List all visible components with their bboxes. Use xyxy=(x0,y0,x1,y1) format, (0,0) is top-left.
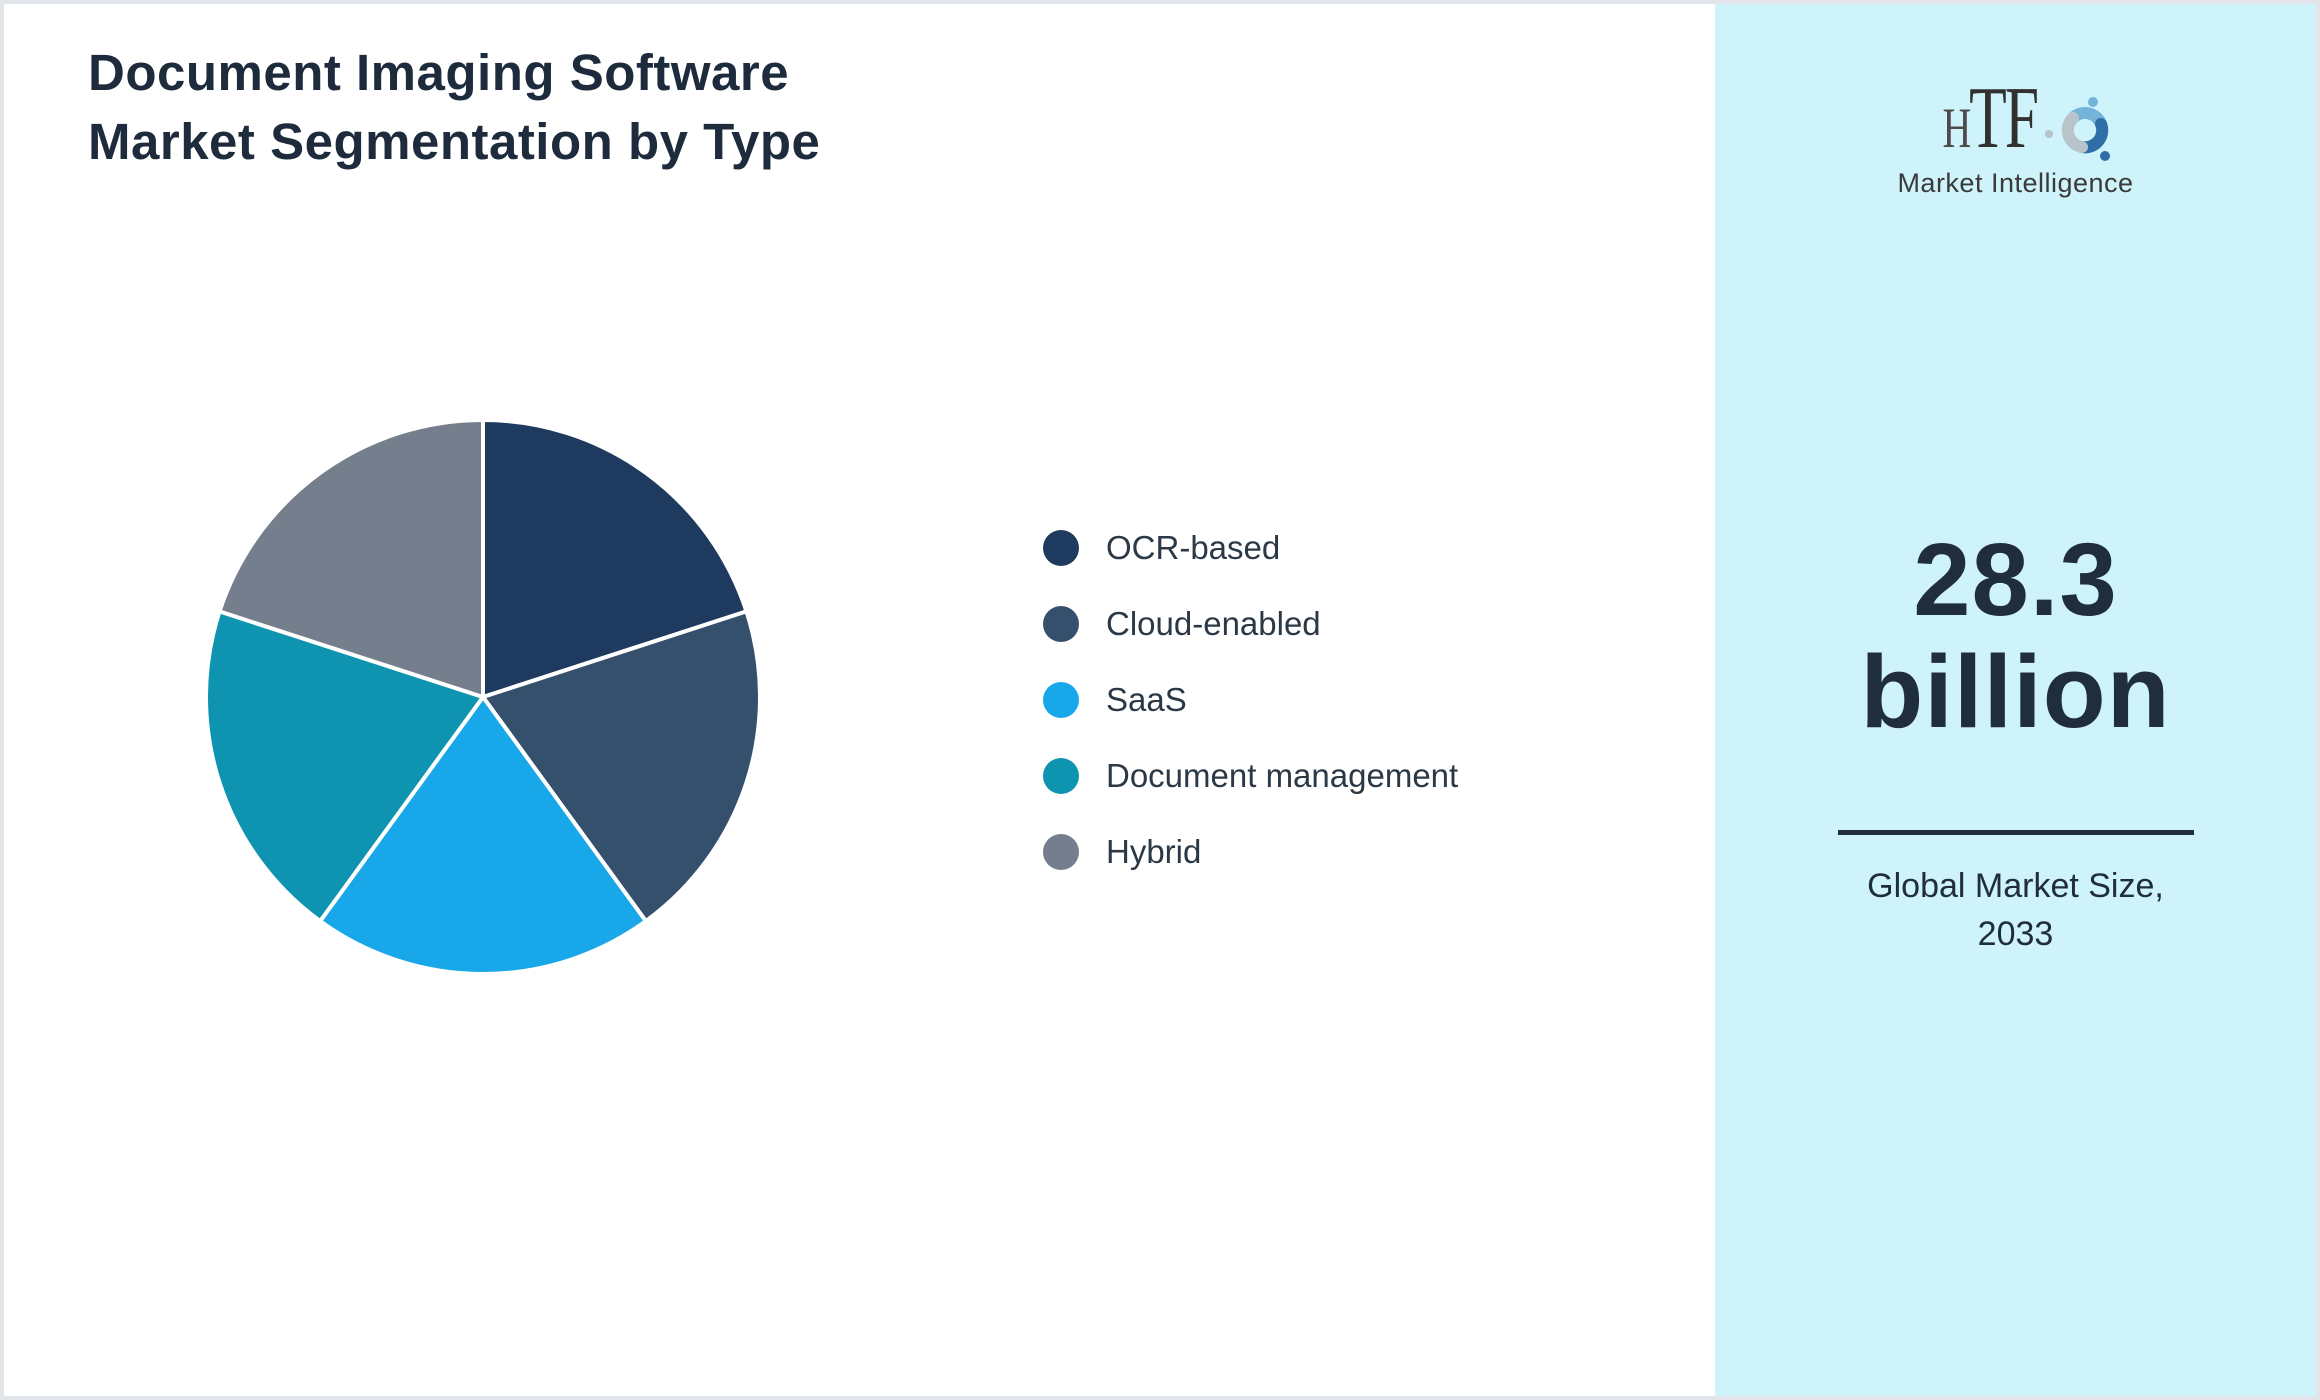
pie-slice-hybrid xyxy=(217,418,485,699)
htf-logo-subtext: Market Intelligence xyxy=(1897,168,2134,198)
legend-item-document-management: Document management xyxy=(1043,757,1459,794)
market-size-value: 28.3 xyxy=(1913,522,2118,637)
pie-slice-saas xyxy=(318,695,648,977)
legend: OCR-based Cloud-enabled SaaS Document manag… xyxy=(1043,529,1459,870)
legend-label: Cloud-enabled xyxy=(1106,605,1321,642)
legend-swatch-icon xyxy=(1043,834,1079,870)
legend-item-hybrid: Hybrid xyxy=(1043,833,1458,870)
market-size-unit: billion xyxy=(1860,634,2171,749)
legend-swatch-icon xyxy=(1043,530,1079,566)
legend-label: Document management xyxy=(1106,757,1459,794)
pie-slice-document-management xyxy=(204,609,485,924)
caption-line2: 2033 xyxy=(1977,915,2054,953)
pie-slice-ocr-based xyxy=(481,418,749,699)
market-size: 28.3 billion xyxy=(1715,524,2316,748)
pie-chart xyxy=(204,418,762,977)
htf-logo-text: HTF xyxy=(1942,70,2040,167)
legend-swatch-icon xyxy=(1043,758,1079,794)
caption-line1: Global Market Size, xyxy=(1867,867,2164,905)
htf-swirl-icon xyxy=(2044,97,2110,161)
market-size-caption: Global Market Size, 2033 xyxy=(1715,862,2316,958)
legend-swatch-icon xyxy=(1043,606,1079,642)
legend-swatch-icon xyxy=(1043,682,1079,718)
legend-item-saas: SaaS xyxy=(1043,681,1458,718)
legend-label: SaaS xyxy=(1106,681,1187,718)
legend-item-ocr-based: OCR-based xyxy=(1043,529,1458,566)
pie-chart-container xyxy=(183,397,783,997)
chart-title-line1: Document Imaging Software xyxy=(88,44,790,101)
sidebar: HTF Market Intelligence 28.3 billion Glo… xyxy=(1715,4,2316,1396)
legend-label: OCR-based xyxy=(1106,529,1281,566)
divider-line xyxy=(1837,830,2194,835)
legend-item-cloud-enabled: Cloud-enabled xyxy=(1043,605,1458,642)
chart-title: Document Imaging Software Market Segment… xyxy=(88,38,820,176)
legend-label: Hybrid xyxy=(1106,833,1202,870)
pie-slice-cloud-enabled xyxy=(481,609,762,924)
htf-logo: HTF Market Intelligence xyxy=(1715,70,2316,199)
htf-logo-row: HTF xyxy=(1902,70,2129,167)
chart-title-line2: Market Segmentation by Type xyxy=(88,113,821,170)
